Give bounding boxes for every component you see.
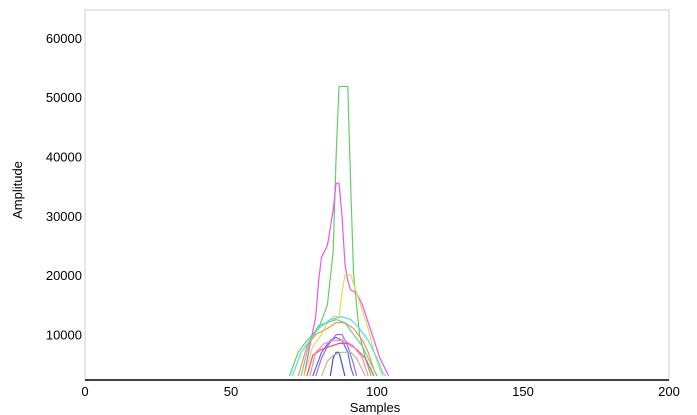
y-tick-label: 30000 (46, 209, 82, 224)
y-tick-label: 20000 (46, 268, 82, 283)
series-layer (288, 85, 390, 377)
series-line-8 (315, 333, 358, 377)
y-tick-label: 40000 (46, 149, 82, 164)
y-tick-label: 60000 (46, 31, 82, 46)
x-tick-labels: 0 50 100 150 200 (81, 384, 679, 399)
series-line-10 (329, 351, 346, 377)
series-line-2 (303, 182, 390, 377)
y-tick-label: 50000 (46, 90, 82, 105)
series-line-9 (300, 319, 378, 377)
series-line-4 (291, 316, 387, 377)
series-line-6 (306, 342, 375, 377)
x-tick-label: 0 (81, 384, 88, 399)
series-line-12 (309, 339, 369, 377)
series-line-1 (288, 85, 372, 377)
plot-area (84, 9, 670, 381)
series-line-11 (320, 351, 366, 377)
x-tick-label: 100 (366, 384, 388, 399)
x-tick-label: 50 (224, 384, 238, 399)
x-axis-title: Samples (350, 400, 401, 415)
series-line-5 (312, 336, 355, 377)
y-tick-labels: 10000 20000 30000 40000 50000 60000 (46, 31, 82, 343)
y-tick-label: 10000 (46, 327, 82, 342)
y-axis-title: Amplitude (10, 161, 25, 219)
x-tick-label: 200 (658, 384, 680, 399)
x-tick-label: 150 (512, 384, 534, 399)
